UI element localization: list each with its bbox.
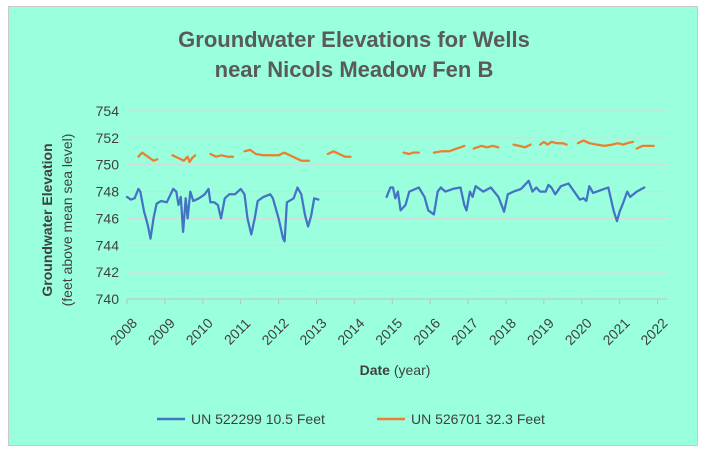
x-tick-label: 2014 [334,315,367,348]
gridlines [127,110,667,273]
series-2-line-segment-12 [635,144,655,150]
chart-frame: 740 742 744 746 748 750 752 754 2008 2009 2010 201… [8,6,698,446]
x-tick-label: 2022 [637,315,670,348]
x-tick-label: 2013 [296,315,329,348]
y-axis-title-line-1: Groundwater Elevation [39,143,55,296]
x-tick-label: 2011 [221,315,254,348]
x-axis-title: Date (year) [360,362,431,378]
series-1-line-segment-1 [125,186,320,243]
x-tick-label: 2015 [372,315,405,348]
series-2-line-segment-3 [209,152,235,158]
x-tick-label: 2020 [562,315,595,348]
x-tick-label: 2016 [410,315,443,348]
y-tick-label: 750 [96,157,120,173]
chart-title-line-2: near Nicols Meadow Fen B [215,57,494,82]
x-axis-title-bold: Date [360,362,391,378]
legend-label-series-1: UN 522299 10.5 Feet [191,411,325,427]
y-axis-title-line-2: (feet above mean sea level) [59,134,75,307]
legend: UN 522299 10.5 Feet UN 526701 32.3 Feet [157,411,545,427]
series-2-line-segment-2 [171,154,197,164]
x-axis-ticks: 2008 2009 2010 2011 2012 2013 2014 2015 2016 2017… [107,299,671,348]
x-tick-label: 2021 [599,315,632,348]
series-2-line-segment-5 [326,150,352,158]
x-tick-label: 2008 [107,315,140,348]
series-2-line-segment-11 [576,139,635,148]
legend-label-series-2: UN 526701 32.3 Feet [411,411,545,427]
series-2-line-segment-6 [402,151,420,156]
y-tick-label: 744 [96,237,120,253]
x-tick-label: 2010 [183,315,216,348]
chart-title-line-1: Groundwater Elevations for Wells [178,27,530,52]
y-tick-label: 742 [96,264,120,280]
y-tick-label: 752 [96,130,120,146]
series-2-line-segment-9 [512,143,532,149]
series-2-line-segment-8 [472,144,500,150]
x-tick-label: 2019 [524,315,557,348]
x-tick-label: 2012 [258,315,291,348]
series-2-line-segment-4 [243,148,311,162]
series-lines [125,139,655,243]
y-tick-label: 746 [96,210,120,226]
x-axis-title-unit: (year) [390,362,430,378]
x-tick-label: 2009 [145,315,178,348]
y-tick-label: 740 [96,291,120,307]
series-2-line-segment-1 [137,151,159,162]
x-tick-label: 2017 [448,315,481,348]
y-axis-ticks: 740 742 744 746 748 750 752 754 [96,103,120,307]
series-2-line-segment-10 [538,140,568,146]
y-tick-label: 748 [96,184,120,200]
series-1-line-segment-2 [385,179,646,223]
y-tick-label: 754 [96,103,120,119]
series-2-line-segment-7 [432,144,466,154]
x-tick-label: 2018 [486,315,519,348]
